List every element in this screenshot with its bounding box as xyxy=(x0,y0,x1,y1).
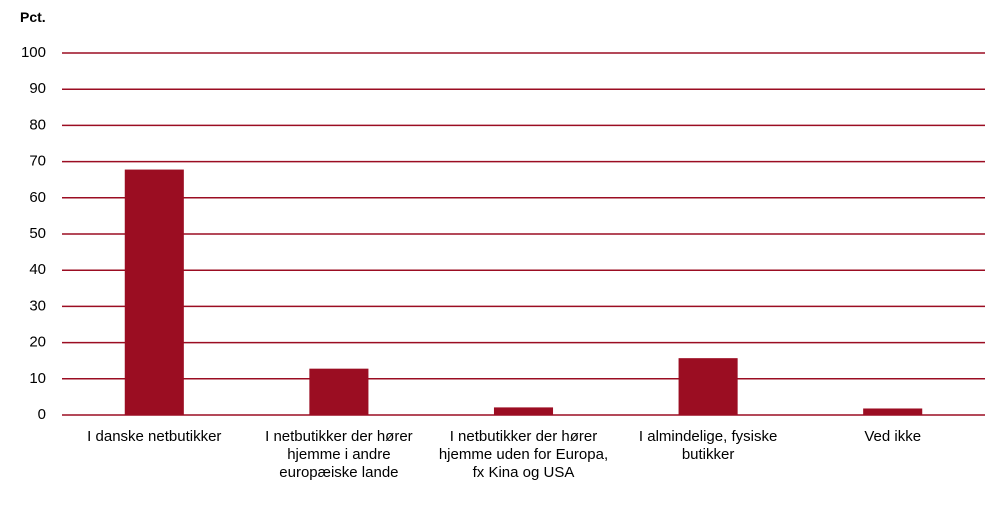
x-tick-label: Ved ikke xyxy=(864,428,922,445)
x-tick-label: I netbutikker der hører hjemme i andre e… xyxy=(265,428,413,481)
bar xyxy=(309,368,369,415)
bar xyxy=(124,169,184,415)
y-tick-label: 10 xyxy=(29,370,46,387)
y-tick-label: 30 xyxy=(29,297,46,314)
x-tick-label: I danske netbutikker xyxy=(87,428,222,445)
y-tick-label: 100 xyxy=(21,44,46,61)
y-tick-label: 20 xyxy=(29,334,46,351)
bar xyxy=(678,358,738,415)
y-tick-label: 0 xyxy=(38,406,46,423)
bar xyxy=(863,408,923,415)
y-tick-label: 70 xyxy=(29,153,46,170)
bar xyxy=(493,407,554,415)
y-tick-label: 60 xyxy=(29,189,46,206)
y-tick-label: 80 xyxy=(29,116,46,133)
y-tick-label: 50 xyxy=(29,225,46,242)
y-axis-label: Pct. xyxy=(20,9,46,25)
y-tick-label: 40 xyxy=(29,261,46,278)
x-tick-label: I netbutikker der hører hjemme uden for … xyxy=(438,428,609,481)
x-tick-label: I almindelige, fysiske butikker xyxy=(638,428,778,463)
y-tick-label: 90 xyxy=(29,80,46,97)
